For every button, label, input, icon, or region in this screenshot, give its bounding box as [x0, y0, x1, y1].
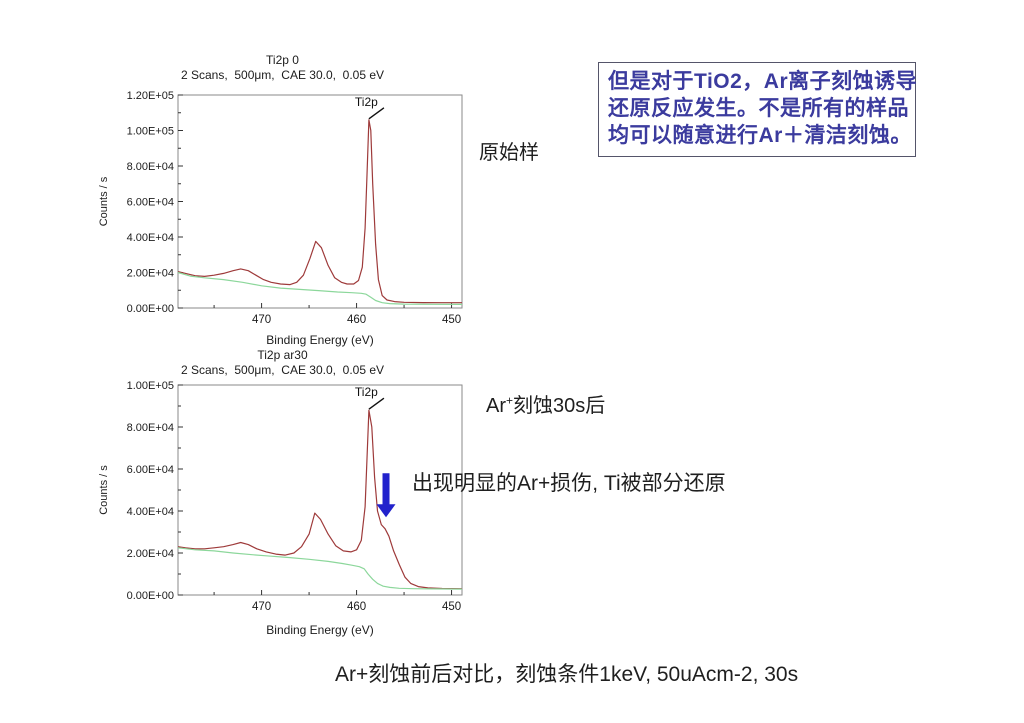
peak-label: Ti2p [355, 385, 378, 399]
x-tick-label: 470 [252, 314, 271, 326]
y-tick-label: 6.00E+04 [127, 197, 174, 209]
note-box: 但是对于TiO2，Ar离子刻蚀诱导 还原反应发生。不是所有的样品 均可以随意进行… [598, 62, 918, 157]
plot-frame [177, 94, 463, 309]
bottom-caption: Ar+刻蚀前后对比，刻蚀条件1keV, 50uAcm-2, 30s [335, 663, 799, 686]
y-tick-label: 6.00E+04 [127, 464, 174, 476]
peak-label: Ti2p [355, 95, 378, 109]
after-etch-prefix: Ar [486, 395, 506, 417]
y-tick-label: 8.00E+04 [127, 161, 174, 173]
original-sample-label: 原始样 [479, 142, 539, 164]
after-etch-label: Ar+刻蚀30s后 [486, 389, 605, 418]
xps-chart-etched: Ti2p ar30 2 Scans, 500μm, CAE 30.0, 0.05… [95, 345, 470, 657]
note-line: 但是对于TiO2，Ar离子刻蚀诱导 [608, 70, 918, 93]
y-tick-label: 4.00E+04 [127, 232, 174, 244]
y-tick-label: 1.00E+05 [127, 126, 174, 138]
xps-chart-original: Ti2p 0 2 Scans, 500μm, CAE 30.0, 0.05 eV… [95, 50, 470, 362]
after-etch-superscript: + [506, 393, 514, 408]
y-axis-label: Counts / s [98, 465, 110, 515]
x-tick-label: 460 [347, 314, 366, 326]
after-etch-suffix: 刻蚀30s后 [513, 395, 606, 417]
x-axis-label: Binding Energy (eV) [266, 333, 373, 347]
y-tick-label: 2.00E+04 [127, 548, 174, 560]
y-tick-label: 1.00E+05 [127, 380, 174, 392]
y-tick-label: 8.00E+04 [127, 422, 174, 434]
x-axis-label: Binding Energy (eV) [266, 623, 373, 637]
background-curve [177, 547, 463, 590]
chart-title: Ti2p 0 [266, 53, 299, 67]
y-axis-label: Counts / s [98, 176, 110, 226]
damage-note-label: 出现明显的Ar+损伤, Ti被部分还原 [412, 472, 726, 495]
chart-subtitle: 2 Scans, 500μm, CAE 30.0, 0.05 eV [180, 363, 385, 377]
spectrum-plot-etched: 1.00E+05 8.00E+04 6.00E+04 4.00E+04 2.00E+04… [98, 380, 463, 637]
spectrum-curve [177, 409, 463, 590]
x-tick-label: 470 [252, 601, 271, 613]
y-tick-label: 4.00E+04 [127, 506, 174, 518]
y-tick-label: 0.00E+00 [127, 590, 174, 602]
chart-subtitle: 2 Scans, 500μm, CAE 30.0, 0.05 eV [180, 68, 385, 82]
note-line: 还原反应发生。不是所有的样品 [608, 97, 909, 120]
spectrum-plot-original: 1.20E+05 1.00E+05 8.00E+04 6.00E+04 4.00E+04… [98, 90, 463, 347]
y-tick-label: 0.00E+00 [127, 303, 174, 315]
x-tick-label: 460 [347, 601, 366, 613]
chart-title: Ti2p ar30 [257, 348, 308, 362]
damage-arrow-icon [376, 473, 396, 518]
x-tick-label: 450 [442, 601, 461, 613]
peak-connector [368, 397, 385, 410]
note-line: 均可以随意进行Ar＋清洁刻蚀。 [608, 124, 912, 147]
y-tick-label: 2.00E+04 [127, 268, 174, 280]
peak-connector [368, 107, 385, 120]
background-curve [177, 271, 463, 305]
y-tick-label: 1.20E+05 [127, 90, 174, 102]
x-tick-label: 450 [442, 314, 461, 326]
spectrum-curve [177, 119, 462, 304]
